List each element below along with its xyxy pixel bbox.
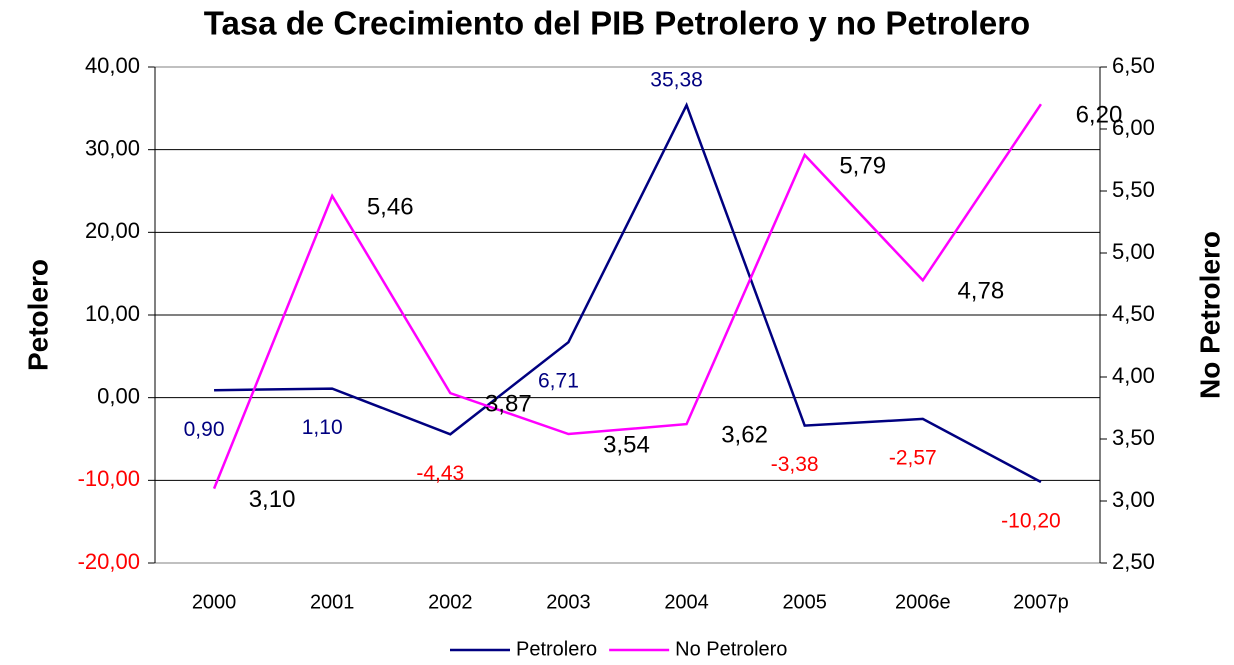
data-label: 0,90 <box>184 418 225 441</box>
x-tick-label: 2003 <box>546 591 591 613</box>
y-tick-label: 40,00 <box>85 53 140 78</box>
x-tick-label: 2002 <box>428 591 473 613</box>
x-tick-label: 2001 <box>310 591 355 613</box>
y2-tick-label: 3,00 <box>1112 487 1155 512</box>
y2-tick-label: 5,50 <box>1112 177 1155 202</box>
chart-title: Tasa de Crecimiento del PIB Petrolero y … <box>204 5 1030 42</box>
y-tick-label: 0,00 <box>97 383 140 408</box>
data-label: -2,57 <box>889 446 937 469</box>
data-label: 5,46 <box>367 193 414 220</box>
y-axis-label: Petolero <box>22 259 53 371</box>
data-label: 5,79 <box>839 152 886 179</box>
y2-tick-label: 4,50 <box>1112 301 1155 326</box>
y2-axis-label: No Petrolero <box>1194 231 1225 399</box>
y2-tick-label: 4,00 <box>1112 363 1155 388</box>
x-tick-label: 2004 <box>664 591 709 613</box>
y-tick-label: 30,00 <box>85 135 140 160</box>
data-label: 1,10 <box>302 416 343 439</box>
y-tick-label: -10,00 <box>78 466 140 491</box>
y2-tick-label: 6,50 <box>1112 53 1155 78</box>
y2-tick-label: 3,50 <box>1112 425 1155 450</box>
data-label: 3,62 <box>721 421 768 448</box>
legend-label: Petrolero <box>516 638 597 660</box>
legend-label: No Petrolero <box>675 638 787 660</box>
x-tick-label: 2007p <box>1013 591 1069 613</box>
data-label: -4,43 <box>416 462 464 485</box>
data-label: 3,87 <box>485 390 532 417</box>
data-label: 6,20 <box>1076 102 1123 129</box>
y-tick-label: -20,00 <box>78 549 140 574</box>
x-tick-label: 2006e <box>895 591 951 613</box>
data-label: 6,71 <box>538 370 579 393</box>
y2-tick-label: 2,50 <box>1112 549 1155 574</box>
data-label: 4,78 <box>957 278 1004 305</box>
series-line <box>214 102 1042 484</box>
data-label: -10,20 <box>1001 510 1061 533</box>
data-label: 35,38 <box>650 69 703 92</box>
x-tick-label: 2000 <box>192 591 237 613</box>
data-label: 3,10 <box>249 486 296 513</box>
data-label: -3,38 <box>771 453 819 476</box>
y-tick-label: 10,00 <box>85 301 140 326</box>
data-label: 3,54 <box>603 431 650 458</box>
series-line <box>212 103 1042 490</box>
y2-tick-label: 5,00 <box>1112 239 1155 264</box>
x-tick-label: 2005 <box>782 591 827 613</box>
y-tick-label: 20,00 <box>85 218 140 243</box>
y2-tick-label: 6,00 <box>1112 115 1155 140</box>
